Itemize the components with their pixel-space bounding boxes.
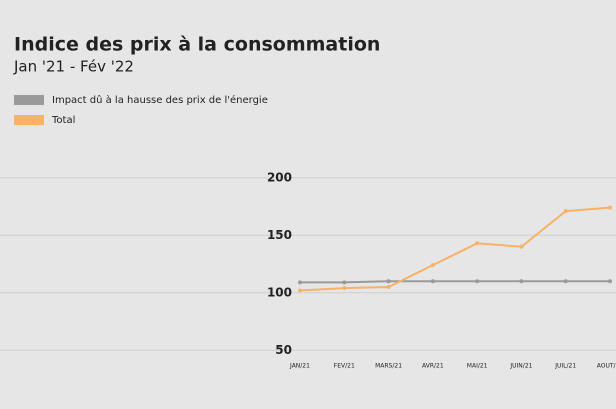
point	[430, 279, 435, 284]
legend-label: Impact dû à la hausse des prix de l'éner…	[52, 94, 268, 106]
x-tick-label: JUIL/21	[554, 363, 576, 370]
point	[298, 288, 302, 293]
x-tick-label: MAI/21	[467, 363, 488, 370]
legend-swatch	[14, 95, 44, 105]
x-tick-label: JUIN/21	[509, 363, 532, 370]
point	[608, 205, 612, 210]
point	[475, 279, 480, 284]
legend-label: Total	[51, 115, 75, 126]
chart-subtitle: Jan '21 - Fév '22	[13, 58, 134, 76]
x-tick-label: AVR/21	[422, 363, 444, 370]
point	[342, 280, 347, 285]
series-line	[300, 280, 610, 284]
x-tick-label: JAN/21	[289, 363, 310, 370]
point	[386, 279, 391, 284]
series-line	[299, 206, 611, 292]
point	[386, 285, 391, 289]
x-tick-label: FEV/21	[334, 363, 355, 370]
point	[430, 263, 435, 268]
point	[475, 241, 480, 246]
y-tick-label: 150	[267, 228, 292, 242]
point	[519, 279, 524, 284]
x-tick-label: MARS/21	[375, 363, 402, 370]
chart-title: Indice des prix à la consommation	[14, 34, 380, 56]
point	[608, 279, 612, 284]
x-tick-label: AOUT/21	[597, 363, 616, 370]
y-tick-label: 200	[267, 170, 292, 184]
point	[563, 209, 568, 214]
point	[298, 280, 302, 285]
point	[519, 244, 524, 249]
legend-swatch	[14, 115, 44, 125]
y-tick-label: 50	[275, 343, 292, 357]
point	[563, 279, 568, 284]
y-tick-label: 100	[267, 285, 292, 299]
point	[342, 286, 347, 291]
